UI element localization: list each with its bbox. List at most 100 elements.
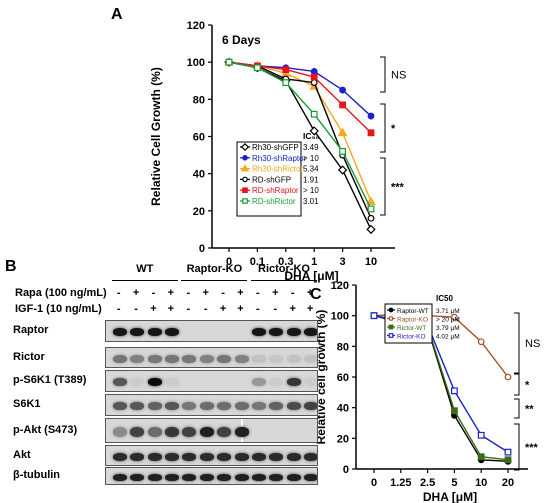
- blot-band: [147, 354, 162, 363]
- ic50-value: 3.01: [303, 197, 319, 206]
- data-point: [310, 110, 318, 118]
- treatment-sign: +: [167, 287, 175, 299]
- legend-label: Rh30-shGFP: [252, 143, 299, 152]
- blot-band: [217, 452, 232, 461]
- legend-label: Rictor-KO: [397, 334, 426, 341]
- blot-band: [286, 402, 301, 410]
- sig-bracket-ns-c: [514, 312, 520, 374]
- legend-label: Raptor-KO: [397, 317, 428, 324]
- blot-band: [182, 426, 197, 437]
- data-point: [504, 456, 512, 464]
- treatment-sign: -: [290, 287, 295, 299]
- blot-band: [112, 354, 127, 363]
- data-point: [339, 147, 346, 155]
- sig-bracket-ns-c-label: NS: [525, 338, 540, 350]
- data-point: [310, 68, 318, 75]
- treatment-sign: +: [150, 303, 157, 315]
- data-point: [477, 453, 485, 461]
- blot-band: [286, 473, 301, 481]
- treatment-sign: -: [116, 303, 121, 315]
- blot-band: [182, 473, 197, 481]
- blot-row-label: S6K1: [13, 398, 41, 410]
- blot-band: [182, 402, 197, 410]
- blot-band: [164, 473, 179, 481]
- sig-bracket-three-star-c: [514, 423, 520, 471]
- x-tick-label: 0.3: [278, 256, 293, 268]
- sig-bracket-star: [380, 103, 386, 153]
- blot-band: [164, 328, 179, 336]
- blot-band: [147, 402, 162, 410]
- x-tick-label: 10: [365, 256, 377, 268]
- data-point: [282, 79, 290, 87]
- data-point: [367, 214, 375, 222]
- blot-row-label: p-S6K1 (T389): [13, 374, 87, 386]
- treatment-sign: +: [132, 287, 140, 299]
- data-point: [339, 86, 347, 94]
- treatment-sign: +: [289, 303, 296, 315]
- group-label-rictor-ko: Rictor-KO: [258, 263, 310, 275]
- x-axis-label-suffix: ]: [335, 269, 339, 283]
- legend-marker: [242, 187, 248, 194]
- blot-band: [147, 328, 162, 336]
- blot-band: [130, 328, 145, 336]
- data-point: [225, 58, 233, 66]
- blot-band: [304, 354, 317, 363]
- sig-bracket-two-star-c: [514, 398, 520, 419]
- blot-band: [147, 452, 162, 461]
- data-point: [310, 73, 318, 81]
- legend-label: RD-shGFP: [252, 175, 291, 184]
- y-tick-label: 120: [331, 280, 349, 292]
- legend-marker: [240, 142, 250, 152]
- blot-band: [217, 402, 232, 410]
- series-line: [228, 61, 372, 117]
- data-point: [367, 205, 375, 213]
- ic50-value: > 10: [303, 186, 319, 195]
- ic50-value: 5.34: [303, 165, 319, 174]
- group-underline: [111, 280, 178, 281]
- blot-band: [217, 473, 232, 481]
- x-tick-label: 10: [475, 477, 487, 489]
- x-axis-label-suffix: ]: [473, 490, 477, 503]
- y-tick-label: 100: [187, 57, 205, 69]
- ic50-value: > 10: [303, 154, 319, 163]
- legend-marker: [388, 324, 394, 330]
- legend-marker: [242, 176, 248, 183]
- data-point: [367, 112, 375, 120]
- treatment-sign: -: [186, 303, 191, 315]
- blot-band: [251, 473, 266, 481]
- data-point: [366, 224, 376, 235]
- legend-marker: [388, 333, 394, 338]
- ic50-header: IC₅₀: [303, 131, 319, 141]
- ic50-header-c: IC50: [436, 294, 453, 303]
- data-point: [367, 129, 375, 137]
- y-tick-label: 0: [199, 243, 205, 255]
- legend-marker: [242, 198, 248, 204]
- data-point: [282, 66, 290, 74]
- treatment-sign: -: [186, 287, 191, 299]
- blot-band: [199, 452, 214, 461]
- blot-band: [164, 426, 179, 437]
- blot-band: [234, 452, 249, 461]
- data-point: [309, 126, 319, 136]
- x-tick-label: 20: [502, 477, 514, 489]
- y-tick-label: 0: [343, 464, 349, 476]
- x-tick-label: 1.25: [390, 477, 411, 489]
- group-label-raptor-ko: Raptor-KO: [186, 263, 243, 275]
- blot-row-label: Raptor: [13, 324, 49, 336]
- treatment-label: IGF-1 (10 ng/mL): [15, 303, 102, 315]
- x-tick-label: 0.1: [250, 256, 265, 268]
- legend-marker: [388, 307, 394, 313]
- blot-band: [199, 402, 214, 410]
- treatment-sign: +: [167, 303, 175, 315]
- blot-band: [112, 378, 127, 386]
- legend-marker: [240, 164, 250, 172]
- ic50-value: 4.02 μM: [436, 334, 460, 341]
- sig-bracket-three-star-label: ***: [391, 182, 405, 194]
- blot-band: [217, 426, 232, 437]
- blot-band: [217, 354, 232, 363]
- legend-marker: [242, 155, 248, 161]
- blot-band: [112, 402, 127, 410]
- blot-band: [269, 328, 284, 336]
- legend-label: RD-shRaptor: [252, 186, 299, 195]
